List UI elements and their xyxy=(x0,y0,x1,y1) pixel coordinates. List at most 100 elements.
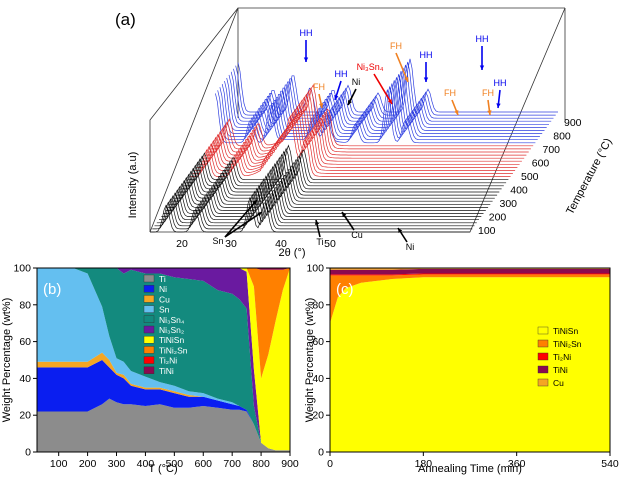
y-tick-label: 60 xyxy=(19,336,31,348)
xrd-trace xyxy=(188,144,509,181)
xrd-trace xyxy=(154,190,475,227)
panel-a-z-tick-label: 700 xyxy=(543,144,561,156)
area-tini2sn xyxy=(330,274,610,324)
panel-a-x-tick-label: 30 xyxy=(225,238,237,250)
xrd-trace xyxy=(172,165,493,202)
xrd-trace xyxy=(179,156,500,193)
panel-a-ylabel: Intensity (a.u) xyxy=(127,152,139,219)
panel-a-z-tick-label: 400 xyxy=(510,185,528,197)
sn-2-arrow xyxy=(224,199,258,238)
panel-a-xlabel: 2θ (°) xyxy=(278,247,305,259)
frame-line xyxy=(149,7,239,232)
ni-top-arrow-head xyxy=(348,100,352,105)
legend-label: TiNi xyxy=(553,365,568,375)
area-ti xyxy=(37,398,290,452)
legend-label: Ni xyxy=(159,284,167,294)
panel-a-x-tick-label: 40 xyxy=(275,238,287,250)
legend-swatch xyxy=(143,336,155,344)
panel-b-xlabel: T (°C) xyxy=(148,463,177,475)
annot-hh-1: HH xyxy=(300,28,313,38)
legend-label: Ti₂Ni xyxy=(159,356,177,366)
xrd-trace xyxy=(165,175,486,211)
panel-c-legend: TiNiSn TiNi₂Sn Ti₂Ni TiNi Cu xyxy=(537,326,582,388)
xrd-trace xyxy=(204,96,525,159)
annot-ti: Ti xyxy=(316,237,323,247)
area-cu xyxy=(37,352,290,451)
annot-hh-3: HH xyxy=(420,50,433,60)
y-tick-label: 100 xyxy=(13,263,31,275)
annot-fh-1: FH xyxy=(313,82,325,92)
xrd-trace xyxy=(210,87,531,150)
xrd-trace xyxy=(186,147,507,184)
annot-fh-2: FH xyxy=(390,41,402,51)
x-tick-label: 100 xyxy=(50,458,68,470)
xrd-trace xyxy=(226,74,547,128)
ni3sn4-arrow-head xyxy=(387,99,392,104)
panel-b-axes: 100 200 300 400 500 600 700 800 900 0 20 40 60 80 100 xyxy=(13,263,298,471)
panel-b-label: (b) xyxy=(43,281,61,298)
xrd-trace xyxy=(228,71,549,125)
y-tick-label: 100 xyxy=(306,263,324,275)
xrd-trace xyxy=(224,77,545,131)
ti-arrow xyxy=(314,219,321,238)
panel-a-x-tick-label: 50 xyxy=(324,238,336,250)
xrd-trace xyxy=(195,108,516,171)
panel-c-label: (c) xyxy=(336,281,354,298)
legend-swatch xyxy=(143,274,155,283)
xrd-trace xyxy=(213,84,534,147)
legend-swatch xyxy=(537,326,549,335)
hh-1-arrow xyxy=(303,40,309,62)
xrd-trace xyxy=(161,181,482,217)
annot-hh-5: HH xyxy=(494,78,507,88)
panel-c-plot-frame xyxy=(329,267,611,453)
annot-ni-top: Ni xyxy=(352,77,361,87)
fh-3-arrow xyxy=(451,99,459,116)
xrd-trace xyxy=(237,58,558,113)
ti-arrow-head xyxy=(314,220,320,225)
area-tinisn xyxy=(330,277,610,452)
xrd-trace xyxy=(174,162,495,199)
legend-swatch xyxy=(537,365,549,374)
legend-swatch xyxy=(143,305,155,313)
panel-a-x-ticks: 20 30 40 50 xyxy=(176,238,336,250)
x-tick-label: 360 xyxy=(508,458,526,470)
panel-a-xrd-waterfall: (a) Intensity (a.u) 2θ (°) Temperature (… xyxy=(115,7,614,259)
xrd-trace xyxy=(206,93,527,156)
panel-b-area-series xyxy=(37,268,290,452)
legend-swatch xyxy=(143,285,155,293)
hh-3-arrow-head xyxy=(423,77,429,82)
legend-label: Ni₃Sn₂ xyxy=(159,325,184,335)
panel-a-z-tick-label: 300 xyxy=(500,198,518,210)
area-tinisn xyxy=(37,268,290,451)
legend-label: Ti xyxy=(159,274,166,284)
xrd-trace xyxy=(177,159,498,196)
x-tick-label: 200 xyxy=(79,458,97,470)
area-tini xyxy=(330,268,610,275)
hh-3-arrow xyxy=(423,62,429,82)
panel-c-ylabel: Weight Percentage (wt%) xyxy=(304,298,316,423)
y-tick-label: 40 xyxy=(312,373,324,385)
ni-bottom-arrow-head xyxy=(398,228,403,233)
legend-label: TiNiSn xyxy=(159,335,184,345)
sn-2-arrow-shaft xyxy=(224,199,258,238)
panel-b-temperature-chart: (b) 100 200 300 400 500 600 700 800 900 0 20 40 60 80… xyxy=(1,263,299,476)
panel-b-plot-frame xyxy=(36,267,291,453)
ni-top-arrow xyxy=(347,88,357,106)
x-tick-label: 0 xyxy=(327,458,333,470)
annot-fh-3: FH xyxy=(444,88,456,98)
panel-a-zlabel: Temperature (°C) xyxy=(564,136,614,216)
y-tick-label: 20 xyxy=(19,410,31,422)
panel-c-annealing-chart: (c) 0 180 360 540 0 20 40 60 80 100 Annealing Tim… xyxy=(304,263,619,476)
xrd-trace xyxy=(190,114,511,177)
xrd-trace xyxy=(197,105,518,168)
legend-swatch xyxy=(537,352,549,361)
panel-b-ylabel: Weight Percentage (wt%) xyxy=(1,298,13,423)
sn-1-arrow-head xyxy=(257,212,262,217)
area-sn xyxy=(37,268,290,451)
y-tick-label: 0 xyxy=(318,447,324,459)
annot-ni-bottom: Ni xyxy=(406,242,415,252)
panel-a-x-tick-label: 20 xyxy=(176,238,188,250)
hh-2-arrow xyxy=(334,80,342,101)
hh-2-arrow-head xyxy=(334,95,339,100)
